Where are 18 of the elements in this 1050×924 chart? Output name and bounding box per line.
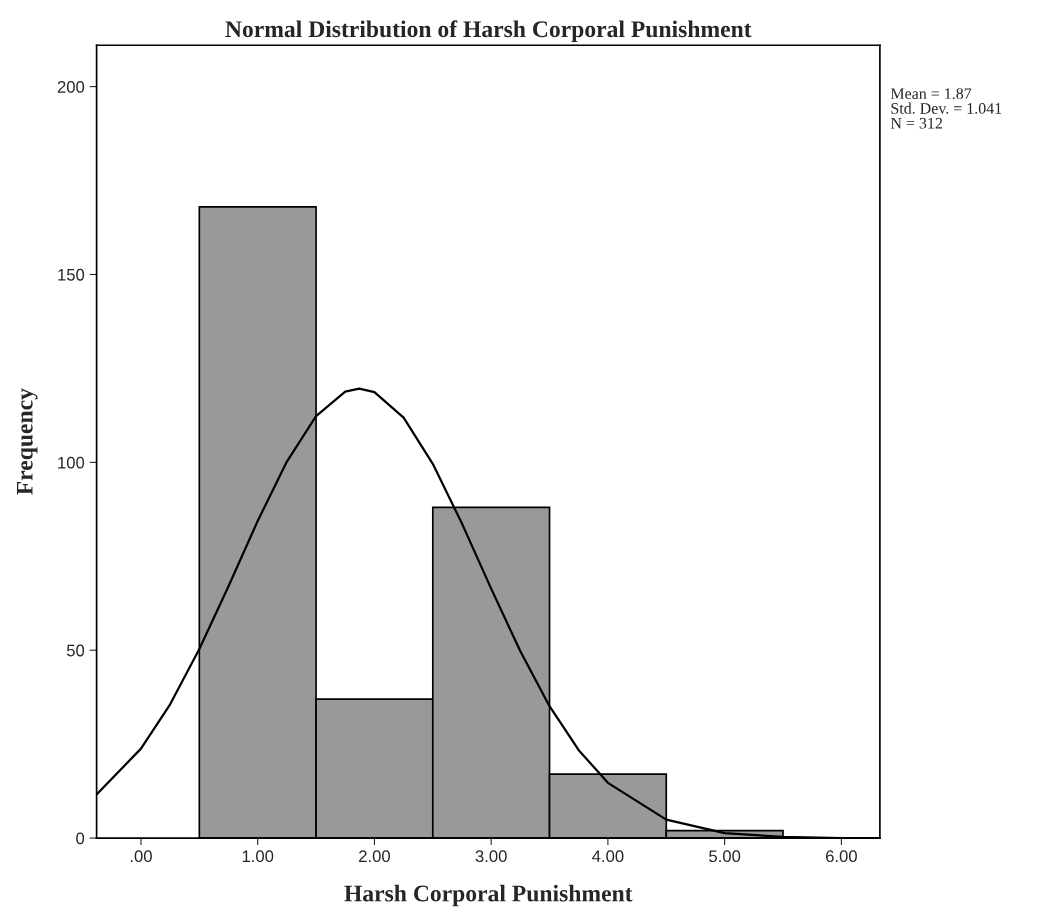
y-tick-label: 0 <box>76 832 85 845</box>
y-tick-label: 200 <box>57 81 85 93</box>
text: N = 312 <box>890 117 943 129</box>
y-tick-label: 50 <box>66 644 85 657</box>
x-tick-label: .00 <box>130 850 152 863</box>
y-axis-title: Frequency <box>16 388 38 495</box>
y-tick-label: 150 <box>58 268 85 281</box>
x-tick-label: 2.00 <box>359 850 390 863</box>
x-tick-label: 4.00 <box>592 850 624 863</box>
x-axis-title: Harsh Corporal Punishment <box>344 884 633 907</box>
x-tick-label: 1.00 <box>242 850 274 863</box>
text: Std. Dev. = 1.041 <box>891 102 1002 114</box>
x-tick-label: 5.00 <box>709 850 741 863</box>
y-tick-label: 100 <box>58 456 85 469</box>
text: Mean = 1.87 <box>890 88 972 100</box>
x-tick-label: 6.00 <box>826 850 857 863</box>
x-tick-label: 3.00 <box>475 850 507 863</box>
chart-title: Normal Distribution of Harsh Corporal Punishment <box>225 20 752 42</box>
